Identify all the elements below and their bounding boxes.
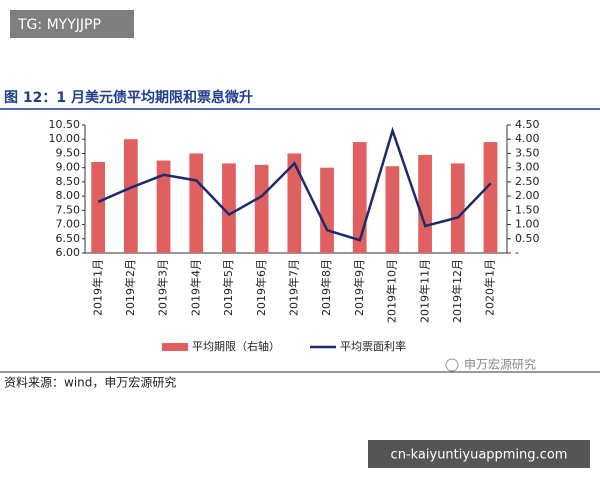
x-tick-label: 2019年4月 [188,259,202,316]
bar [385,166,400,253]
bar [320,167,334,253]
bar [450,163,465,253]
y2-tick-label: 4.50 [515,118,540,131]
y-tick-label: 7.00 [56,218,81,231]
source: 资料来源：wind，申万宏源研究 [4,375,176,390]
bar [254,164,269,253]
x-tick-label: 2019年7月 [287,259,301,316]
wechat-icon [445,358,459,372]
legend-label: 平均票面利率 [340,339,406,353]
bar [91,161,106,253]
y2-tick-label: - [515,246,519,259]
legend-swatch [162,343,188,351]
url-badge: cn-kaiyuntiyuappming.com [391,448,568,463]
x-tick-label: 2019年9月 [352,259,366,316]
bar [418,154,432,253]
y2-tick-label: 1.00 [515,218,540,231]
y2-tick-label: 0.50 [515,232,540,245]
watermark-box [10,10,134,38]
y2-tick-label: 1.50 [515,203,540,216]
x-tick-label: 2019年2月 [123,259,137,316]
line [97,126,492,242]
watermark: TG: MYYJJPP [17,17,101,33]
x-tick-label: 2019年3月 [156,259,170,316]
y-tick-label: 6.50 [56,232,81,245]
x-tick-label: 2019年6月 [254,259,268,316]
x-tick-label: 2019年10月 [385,259,399,323]
y-tick-label: 9.50 [56,146,81,159]
x-tick-label: 2019年5月 [221,259,235,316]
bar [189,153,204,253]
y-tick-label: 8.50 [56,175,81,188]
bar [124,139,138,253]
y2-tick-label: 4.00 [515,132,540,145]
y2-tick-label: 3.50 [515,146,540,159]
url-badge-box [368,440,590,468]
x-tick-label: 2019年12月 [450,259,464,323]
y2-tick-label: 2.00 [515,189,540,202]
brand-watermark: 申万宏源研究 [464,357,536,372]
y-tick-label: 6.00 [56,246,81,259]
bar [483,142,498,253]
chart-title: 图 12：1 月美元债平均期限和票息微升 [4,89,253,106]
bar [352,142,367,253]
y-tick-label: 10.00 [49,132,81,145]
x-tick-label: 2019年11月 [417,259,431,323]
y-tick-label: 9.00 [56,161,81,174]
y-tick-label: 7.50 [56,203,81,216]
y2-tick-label: 3.00 [515,161,540,174]
bar [222,163,236,253]
x-tick-label: 2019年1月 [90,259,104,316]
bar [287,153,302,253]
x-tick-label: 2020年1月 [483,259,497,316]
x-tick-label: 2019年8月 [319,259,333,316]
legend-label: 平均期限（右轴） [192,339,280,353]
y-tick-label: 10.50 [49,118,81,131]
bar [156,160,171,253]
y-tick-label: 8.00 [56,189,81,202]
y2-tick-label: 2.50 [515,175,540,188]
